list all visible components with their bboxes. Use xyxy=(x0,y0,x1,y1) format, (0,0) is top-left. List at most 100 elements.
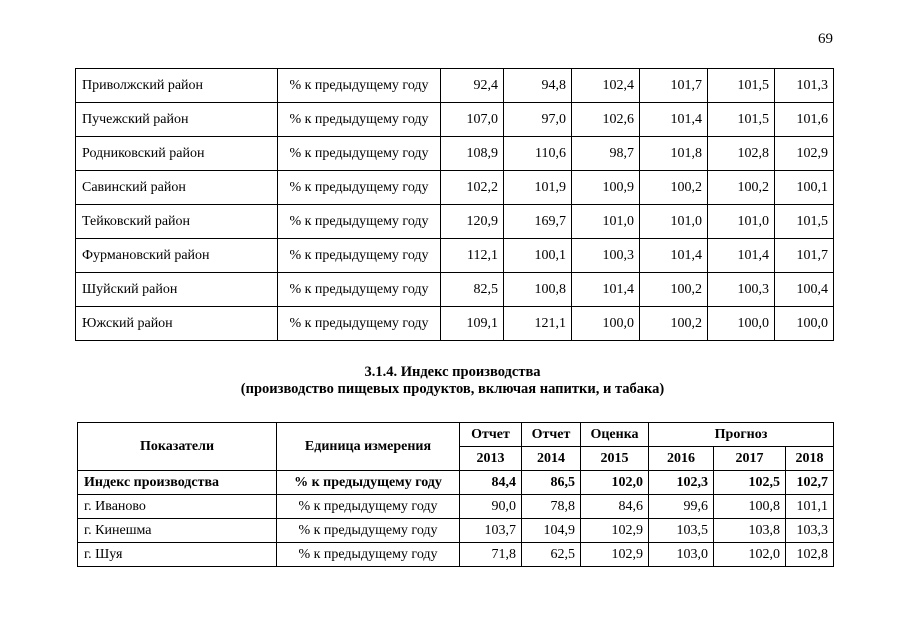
value-cell: 101,5 xyxy=(707,68,775,103)
unit-cell: % к предыдущему году xyxy=(277,68,441,103)
value-cell: 102,2 xyxy=(440,170,504,205)
value-cell: 102,7 xyxy=(784,470,835,495)
table-row: Приволжский район % к предыдущему году 9… xyxy=(75,68,834,103)
page-number: 69 xyxy=(818,31,833,47)
value-cell: 101,4 xyxy=(571,272,640,307)
production-index-table: Показатели Единица измерения Отчет Отчет… xyxy=(77,422,835,567)
table-row: г. Шуя % к предыдущему году 71,8 62,5 10… xyxy=(77,542,835,567)
value-cell: 84,6 xyxy=(580,494,649,519)
table-row: Родниковский район % к предыдущему году … xyxy=(75,136,834,171)
region-name-cell: Пучежский район xyxy=(75,102,278,137)
header-year: 2016 xyxy=(648,446,714,471)
value-cell: 100,3 xyxy=(571,238,640,273)
region-name-cell: Южский район xyxy=(75,306,278,341)
unit-cell: % к предыдущему году xyxy=(276,470,460,495)
value-cell: 101,8 xyxy=(639,136,708,171)
section-title-line1: 3.1.4. Индекс производства xyxy=(364,364,541,380)
value-cell: 101,0 xyxy=(707,204,775,239)
header-unit: Единица измерения xyxy=(276,422,460,471)
value-cell: 101,6 xyxy=(774,102,834,137)
value-cell: 71,8 xyxy=(459,542,522,567)
unit-cell: % к предыдущему году xyxy=(277,306,441,341)
value-cell: 100,8 xyxy=(713,494,786,519)
table-row: Тейковский район % к предыдущему году 12… xyxy=(75,204,834,239)
region-name-cell: Савинский район xyxy=(75,170,278,205)
indicator-name-cell: г. Иваново xyxy=(77,494,277,519)
region-name-cell: Шуйский район xyxy=(75,272,278,307)
value-cell: 101,4 xyxy=(639,238,708,273)
region-name-cell: Тейковский район xyxy=(75,204,278,239)
value-cell: 112,1 xyxy=(440,238,504,273)
value-cell: 100,2 xyxy=(639,306,708,341)
value-cell: 103,0 xyxy=(648,542,714,567)
value-cell: 102,6 xyxy=(571,102,640,137)
value-cell: 103,3 xyxy=(784,518,835,543)
value-cell: 101,4 xyxy=(707,238,775,273)
value-cell: 100,0 xyxy=(571,306,640,341)
value-cell: 107,0 xyxy=(440,102,504,137)
value-cell: 101,5 xyxy=(774,204,834,239)
value-cell: 102,9 xyxy=(774,136,834,171)
value-cell: 102,4 xyxy=(571,68,640,103)
indicator-name-cell: Индекс производства xyxy=(77,470,277,495)
value-cell: 100,2 xyxy=(707,170,775,205)
section-title: 3.1.4. Индекс производства (производство… xyxy=(0,364,905,398)
value-cell: 99,6 xyxy=(648,494,714,519)
value-cell: 100,8 xyxy=(503,272,572,307)
header-year: 2018 xyxy=(784,446,835,471)
unit-cell: % к предыдущему году xyxy=(276,494,460,519)
value-cell: 101,4 xyxy=(639,102,708,137)
value-cell: 101,0 xyxy=(571,204,640,239)
value-cell: 110,6 xyxy=(503,136,572,171)
value-cell: 101,9 xyxy=(503,170,572,205)
header-year: 2014 xyxy=(521,446,581,471)
unit-cell: % к предыдущему году xyxy=(277,102,441,137)
header-estimate: Оценка xyxy=(580,422,649,447)
value-cell: 100,4 xyxy=(774,272,834,307)
table-row: г. Иваново % к предыдущему году 90,0 78,… xyxy=(77,494,835,519)
value-cell: 100,1 xyxy=(774,170,834,205)
table-row: Фурмановский район % к предыдущему году … xyxy=(75,238,834,273)
table-header-row: Показатели Единица измерения Отчет Отчет… xyxy=(77,422,835,471)
value-cell: 108,9 xyxy=(440,136,504,171)
value-cell: 102,0 xyxy=(713,542,786,567)
value-cell: 86,5 xyxy=(521,470,581,495)
value-cell: 101,0 xyxy=(639,204,708,239)
header-report-2013: Отчет xyxy=(459,422,522,447)
value-cell: 100,2 xyxy=(639,272,708,307)
value-cell: 109,1 xyxy=(440,306,504,341)
value-cell: 78,8 xyxy=(521,494,581,519)
value-cell: 92,4 xyxy=(440,68,504,103)
value-cell: 100,0 xyxy=(707,306,775,341)
section-title-line2: (производство пищевых продуктов, включая… xyxy=(240,381,665,397)
value-cell: 104,9 xyxy=(521,518,581,543)
unit-cell: % к предыдущему году xyxy=(277,170,441,205)
unit-cell: % к предыдущему году xyxy=(277,272,441,307)
region-name-cell: Родниковский район xyxy=(75,136,278,171)
table-row: Южский район % к предыдущему году 109,1 … xyxy=(75,306,834,341)
value-cell: 101,7 xyxy=(639,68,708,103)
unit-cell: % к предыдущему году xyxy=(276,518,460,543)
value-cell: 100,2 xyxy=(639,170,708,205)
value-cell: 102,5 xyxy=(713,470,786,495)
value-cell: 84,4 xyxy=(459,470,522,495)
indicator-name-cell: г. Шуя xyxy=(77,542,277,567)
value-cell: 82,5 xyxy=(440,272,504,307)
value-cell: 101,1 xyxy=(784,494,835,519)
value-cell: 121,1 xyxy=(503,306,572,341)
table-header-row: 2013 2014 2015 2016 2017 2018 xyxy=(78,446,835,471)
table-row: г. Кинешма % к предыдущему году 103,7 10… xyxy=(77,518,835,543)
value-cell: 102,8 xyxy=(784,542,835,567)
value-cell: 100,9 xyxy=(571,170,640,205)
value-cell: 100,3 xyxy=(707,272,775,307)
value-cell: 100,1 xyxy=(503,238,572,273)
value-cell: 102,3 xyxy=(648,470,714,495)
table-row: Савинский район % к предыдущему году 102… xyxy=(75,170,834,205)
unit-cell: % к предыдущему году xyxy=(277,204,441,239)
value-cell: 102,9 xyxy=(580,542,649,567)
unit-cell: % к предыдущему году xyxy=(277,136,441,171)
header-year: 2015 xyxy=(580,446,649,471)
value-cell: 101,7 xyxy=(774,238,834,273)
table-row: Шуйский район % к предыдущему году 82,5 … xyxy=(75,272,834,307)
value-cell: 94,8 xyxy=(503,68,572,103)
